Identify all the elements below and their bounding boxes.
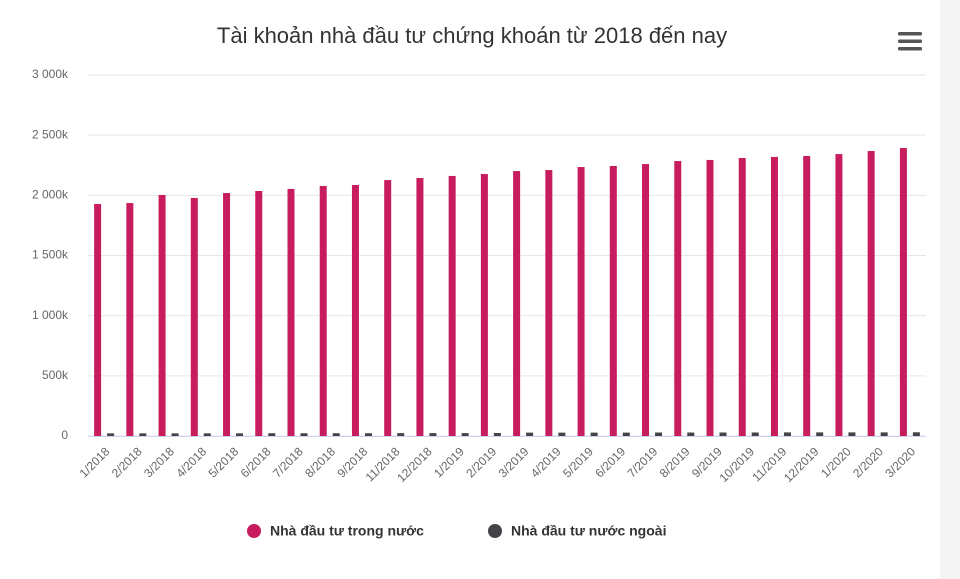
bar [255, 191, 263, 436]
bar [397, 433, 405, 436]
bar [319, 185, 327, 436]
bar [332, 433, 340, 436]
chart-title: Tài khoản nhà đầu tư chứng khoán từ 2018… [217, 23, 727, 48]
bar [526, 432, 534, 436]
legend-label[interactable]: Nhà đầu tư trong nước [270, 523, 424, 539]
y-tick-label: 500k [42, 368, 69, 382]
bar [416, 178, 424, 436]
bar [300, 433, 308, 436]
bar [203, 433, 211, 436]
bar [867, 151, 875, 436]
bar [513, 171, 521, 436]
bar [107, 433, 115, 436]
bar [126, 203, 134, 436]
bar [223, 193, 231, 436]
legend-label[interactable]: Nhà đầu tư nước ngoài [511, 523, 666, 539]
menu-button[interactable] [898, 32, 922, 51]
bar [268, 433, 276, 436]
menu-bar[interactable] [898, 47, 922, 51]
bar [674, 161, 682, 436]
chart-background [0, 0, 940, 579]
bar [480, 174, 488, 436]
y-tick-label: 3 000k [32, 67, 69, 81]
bar [642, 164, 650, 436]
bar [609, 165, 617, 437]
bar [912, 432, 920, 436]
bar [899, 148, 907, 436]
bar [655, 432, 663, 436]
bar [171, 433, 179, 436]
menu-bar[interactable] [898, 39, 922, 44]
bar [429, 433, 437, 436]
bar [448, 175, 456, 437]
bar [287, 188, 295, 436]
bar [719, 432, 727, 436]
bar [158, 194, 166, 436]
bar [94, 203, 102, 436]
bar [364, 433, 372, 436]
bar [545, 170, 553, 436]
bar [835, 154, 843, 436]
y-tick-label: 1 000k [32, 308, 69, 322]
bar [351, 184, 359, 436]
bar [783, 432, 791, 436]
bar [770, 156, 778, 436]
bar [706, 159, 714, 437]
bar [816, 432, 824, 436]
bar [738, 158, 746, 436]
bar [139, 433, 147, 436]
bar [880, 432, 888, 436]
bar [577, 167, 585, 436]
bar [461, 433, 469, 436]
bar [384, 180, 392, 436]
legend-marker[interactable] [247, 524, 261, 538]
bar [622, 432, 630, 436]
bar [493, 432, 501, 436]
y-tick-label: 2 500k [32, 127, 69, 141]
y-tick-label: 2 000k [32, 188, 69, 202]
y-tick-label: 0 [61, 428, 68, 442]
bar [687, 432, 695, 436]
bar [558, 432, 566, 436]
bar [751, 432, 759, 436]
bar [590, 432, 598, 436]
bar [803, 155, 811, 437]
bar [848, 432, 856, 436]
menu-bar[interactable] [898, 32, 922, 36]
legend-marker[interactable] [488, 524, 502, 538]
y-tick-label: 1 500k [32, 248, 69, 262]
bar [236, 433, 244, 436]
bar [190, 197, 198, 436]
